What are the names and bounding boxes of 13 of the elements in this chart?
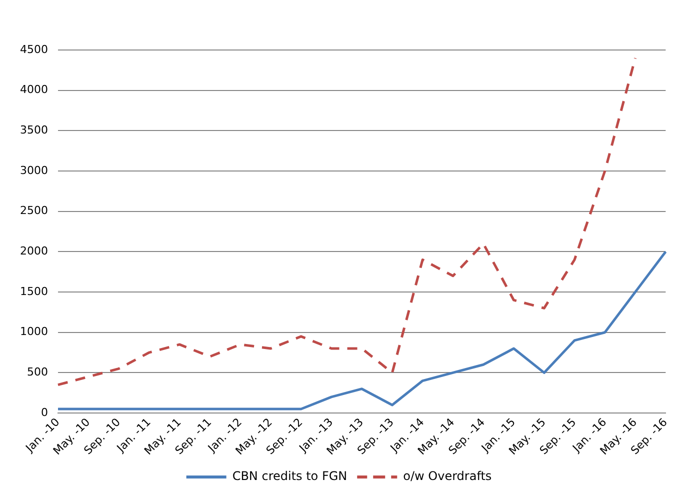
y-tick-label: 4000 bbox=[20, 83, 48, 96]
y-tick-label: 2500 bbox=[20, 204, 48, 218]
y-tick-label: 0 bbox=[40, 406, 48, 419]
legend-label: CBN credits to FGN bbox=[232, 469, 348, 484]
y-tick-label: 3000 bbox=[20, 164, 48, 177]
legend-label: o/w Overdrafts bbox=[403, 469, 492, 484]
y-tick-label: 500 bbox=[26, 366, 48, 379]
y-tick-label: 1500 bbox=[20, 284, 48, 298]
line-series bbox=[56, 56, 637, 386]
y-tick-label: 2000 bbox=[20, 244, 48, 258]
y-tick-label: 3500 bbox=[20, 124, 48, 137]
y-tick-label: 4500 bbox=[20, 42, 48, 56]
y-tick-label: 1000 bbox=[20, 325, 48, 338]
